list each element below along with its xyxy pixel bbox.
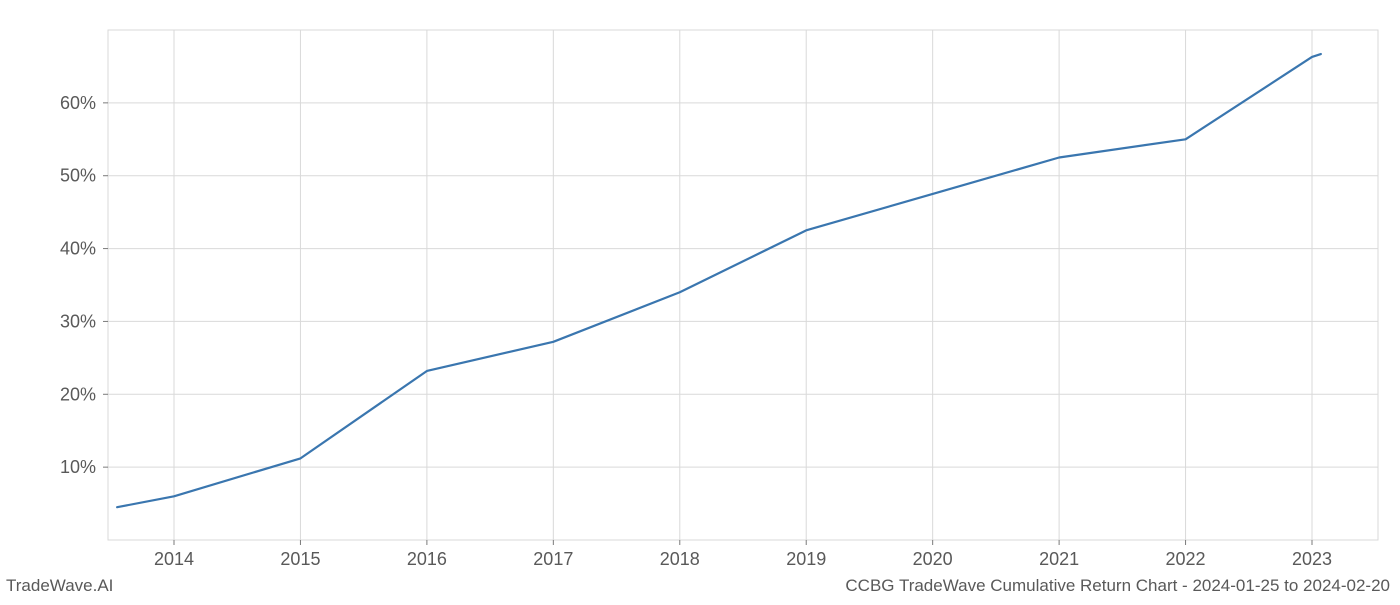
- chart-svg: 2014 2015 2016 2017 2018 2019 2020 2021 2022 2023…: [0, 0, 1400, 600]
- x-tick-label: 2019: [786, 549, 826, 569]
- y-tick-label: 50%: [60, 166, 96, 186]
- x-tick-label: 2022: [1166, 549, 1206, 569]
- x-tick-label: 2023: [1292, 549, 1332, 569]
- x-tick-label: 2016: [407, 549, 447, 569]
- y-tick-label: 20%: [60, 384, 96, 404]
- y-tick-label: 10%: [60, 457, 96, 477]
- footer-brand: TradeWave.AI: [6, 576, 113, 596]
- footer-caption: CCBG TradeWave Cumulative Return Chart -…: [845, 576, 1390, 596]
- x-tick-label: 2020: [913, 549, 953, 569]
- x-tick-label: 2018: [660, 549, 700, 569]
- x-tick-label: 2015: [280, 549, 320, 569]
- y-tick-label: 30%: [60, 311, 96, 331]
- x-tick-label: 2021: [1039, 549, 1079, 569]
- x-tick-label: 2017: [533, 549, 573, 569]
- y-tick-label: 60%: [60, 93, 96, 113]
- line-chart: 2014 2015 2016 2017 2018 2019 2020 2021 2022 2023…: [0, 0, 1400, 600]
- y-tick-label: 40%: [60, 239, 96, 259]
- x-tick-label: 2014: [154, 549, 194, 569]
